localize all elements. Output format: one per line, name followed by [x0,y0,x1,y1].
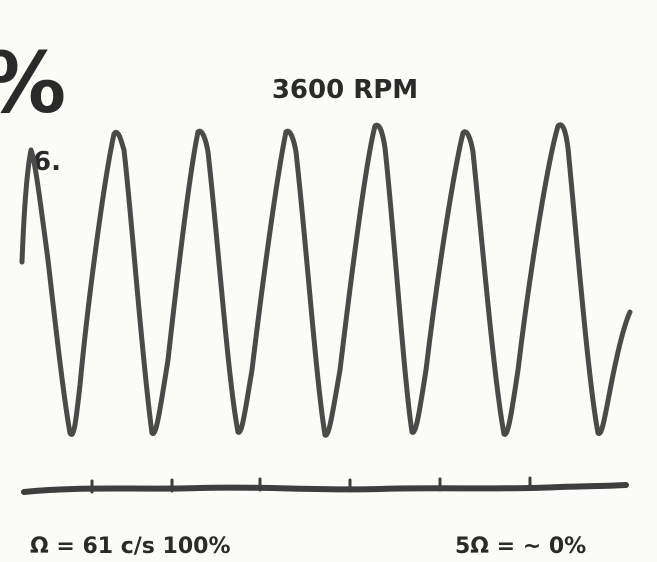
footer-left: Ω = 61 c/s 100% [30,534,231,559]
corner-mark: % [0,34,66,132]
footer-right: 5Ω = ~ 0% [455,534,586,559]
title: 3600 RPM [272,75,418,105]
baseline [21,482,629,495]
waveform [19,122,633,438]
